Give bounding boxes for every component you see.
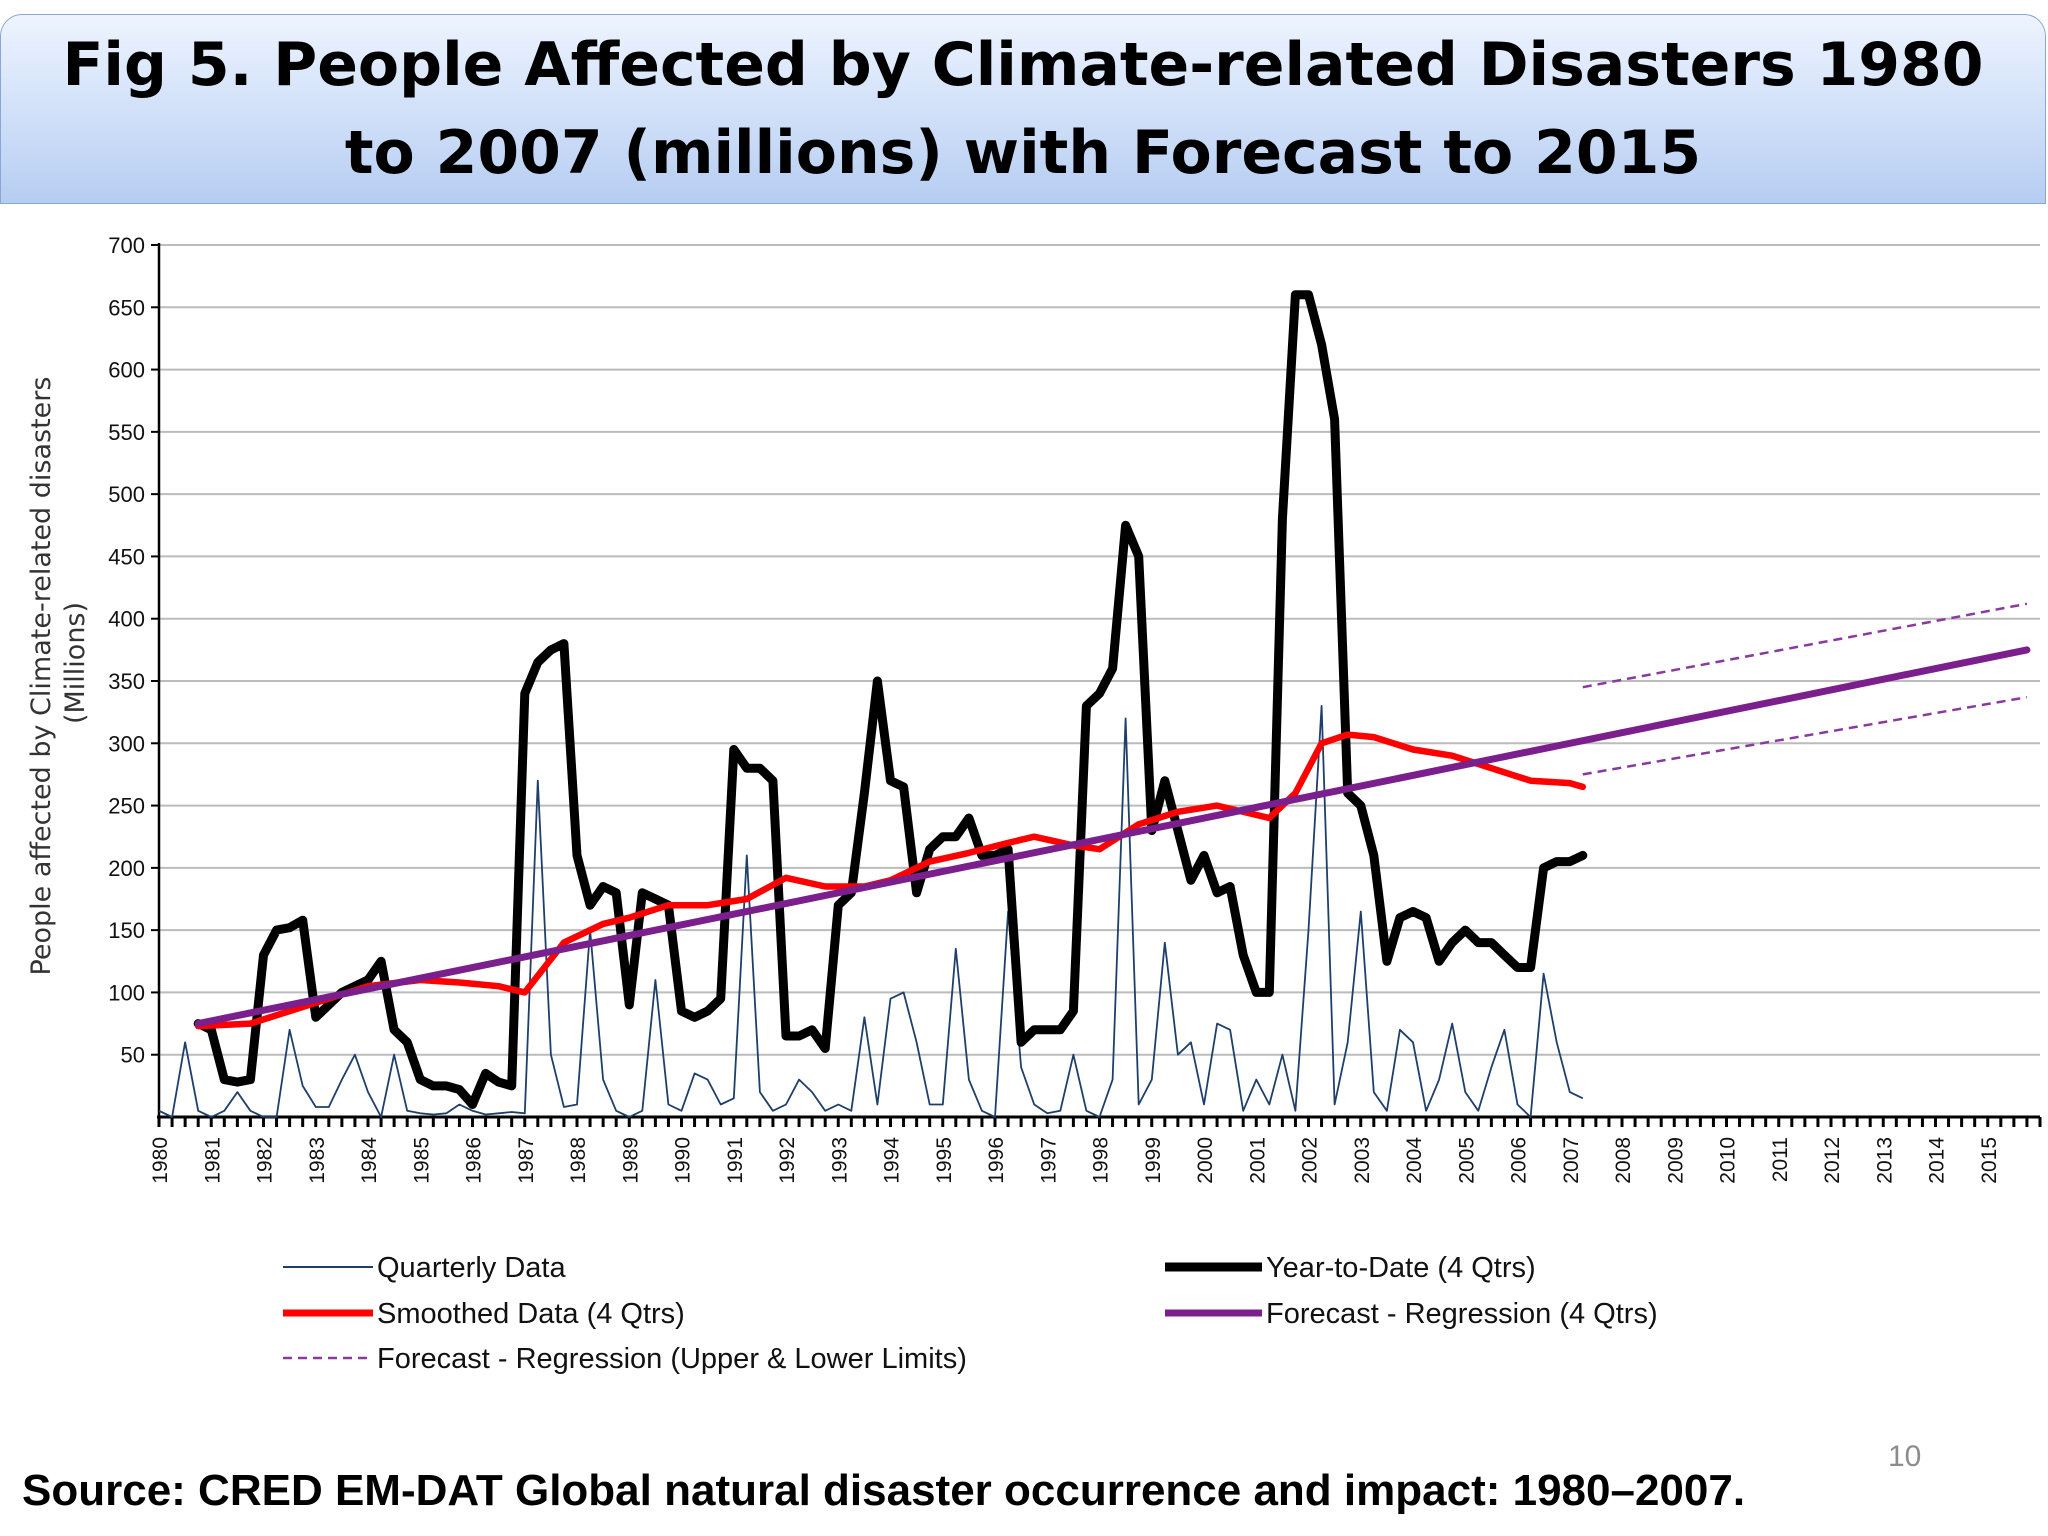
x-tick-label-2003: 2003 bbox=[1351, 1137, 1374, 1184]
x-tick-label-1997: 1997 bbox=[1037, 1137, 1060, 1184]
x-tick-label-1987: 1987 bbox=[515, 1137, 538, 1184]
y-tick-label-300: 300 bbox=[108, 731, 145, 756]
slide-title: Fig 5. People Affected by Climate-relate… bbox=[62, 30, 1984, 188]
series-year-to-date bbox=[193, 290, 1588, 1109]
x-tick-label-1994: 1994 bbox=[881, 1137, 904, 1184]
y-tick-label-400: 400 bbox=[108, 607, 145, 632]
y-tick-label-650: 650 bbox=[108, 295, 145, 320]
x-tick-label-1996: 1996 bbox=[985, 1137, 1008, 1184]
legend-label-forecast: Forecast - Regression (4 Qtrs) bbox=[1266, 1298, 1658, 1330]
y-axis-unit-label: (Millions) bbox=[60, 602, 91, 724]
x-tick-label-2014: 2014 bbox=[1926, 1137, 1949, 1184]
y-tick-label-700: 700 bbox=[108, 233, 145, 258]
series-forecast-lower-limit bbox=[1582, 695, 2028, 776]
y-tick-label-550: 550 bbox=[108, 420, 145, 445]
x-tick-label-1992: 1992 bbox=[776, 1137, 799, 1184]
x-tick-label-2005: 2005 bbox=[1455, 1137, 1478, 1184]
legend: Quarterly Data Year-to-Date (4 Qtrs) Smo… bbox=[283, 1252, 1658, 1375]
grid-lines bbox=[159, 244, 2040, 1056]
x-tick-label-2000: 2000 bbox=[1194, 1137, 1217, 1184]
y-tick-label-150: 150 bbox=[108, 918, 145, 943]
x-tick-label-2008: 2008 bbox=[1612, 1137, 1635, 1184]
series-quarterly-data bbox=[158, 705, 1584, 1118]
x-tick-label-2006: 2006 bbox=[1508, 1137, 1531, 1184]
x-tick-label-1989: 1989 bbox=[619, 1137, 642, 1184]
x-tick-label-2004: 2004 bbox=[1403, 1137, 1426, 1184]
page-number: 10 bbox=[1888, 1440, 1922, 1473]
x-tick-label-1980: 1980 bbox=[149, 1137, 172, 1184]
x-tick-label-1981: 1981 bbox=[201, 1137, 224, 1184]
x-tick-labels: 1980 1981 1982 1983 1984 1985 1986 1987 1988 1989… bbox=[149, 1137, 2001, 1184]
legend-label-limits: Forecast - Regression (Upper & Lower Lim… bbox=[377, 1343, 967, 1375]
legend-label-quarterly: Quarterly Data bbox=[377, 1252, 566, 1284]
x-tick-label-1999: 1999 bbox=[1142, 1137, 1165, 1184]
x-tick-label-1990: 1990 bbox=[672, 1137, 695, 1184]
x-tick-label-1991: 1991 bbox=[724, 1137, 747, 1184]
legend-label-smoothed: Smoothed Data (4 Qtrs) bbox=[377, 1298, 685, 1330]
y-axis-label: People affected by Climate-related disas… bbox=[26, 377, 57, 976]
y-tick-label-450: 450 bbox=[108, 544, 145, 569]
x-tick-label-1998: 1998 bbox=[1090, 1137, 1113, 1184]
y-tick-label-250: 250 bbox=[108, 794, 145, 819]
x-tick-label-2002: 2002 bbox=[1299, 1137, 1322, 1184]
x-tick-label-1982: 1982 bbox=[254, 1137, 277, 1184]
y-tick-labels: 50 100 150 200 250 300 350 400 450 500 550 600 650 70… bbox=[108, 233, 145, 1068]
legend-label-ytd: Year-to-Date (4 Qtrs) bbox=[1266, 1252, 1536, 1284]
source-citation: Source: CRED EM-DAT Global natural disas… bbox=[22, 1466, 1746, 1515]
axes bbox=[151, 243, 2042, 1127]
x-tick-label-1995: 1995 bbox=[933, 1137, 956, 1184]
series-smoothed-data bbox=[194, 731, 1587, 1030]
x-tick-label-2001: 2001 bbox=[1246, 1137, 1269, 1184]
y-tick-label-200: 200 bbox=[108, 856, 145, 881]
y-tick-label-350: 350 bbox=[108, 669, 145, 694]
x-tick-label-1993: 1993 bbox=[828, 1137, 851, 1184]
x-tick-label-2012: 2012 bbox=[1821, 1137, 1844, 1184]
x-tick-label-2010: 2010 bbox=[1717, 1137, 1740, 1184]
y-tick-label-100: 100 bbox=[108, 980, 145, 1005]
y-tick-label-600: 600 bbox=[108, 358, 145, 383]
x-tick-label-1985: 1985 bbox=[410, 1137, 433, 1184]
x-tick-label-1988: 1988 bbox=[567, 1137, 590, 1184]
series bbox=[158, 290, 2031, 1118]
x-tick-label-2011: 2011 bbox=[1769, 1137, 1792, 1182]
x-tick-label-1984: 1984 bbox=[358, 1137, 381, 1184]
x-tick-label-2007: 2007 bbox=[1560, 1137, 1583, 1184]
y-tick-label-50: 50 bbox=[121, 1043, 145, 1068]
x-tick-label-2009: 2009 bbox=[1664, 1137, 1687, 1184]
x-tick-label-2013: 2013 bbox=[1873, 1137, 1896, 1184]
x-tick-label-1986: 1986 bbox=[463, 1137, 486, 1184]
series-forecast-upper-limit bbox=[1582, 602, 2028, 689]
series-forecast-regression bbox=[194, 646, 2031, 1028]
x-tick-label-1983: 1983 bbox=[306, 1137, 329, 1184]
y-tick-label-500: 500 bbox=[108, 482, 145, 507]
title-banner: Fig 5. People Affected by Climate-relate… bbox=[0, 14, 2046, 204]
x-tick-label-2015: 2015 bbox=[1978, 1137, 2001, 1184]
